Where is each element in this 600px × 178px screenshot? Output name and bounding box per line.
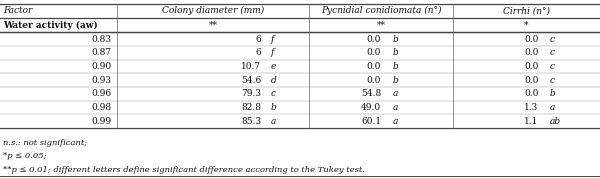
Text: **: **: [209, 20, 218, 30]
Text: 0.0: 0.0: [367, 76, 381, 85]
Text: e: e: [271, 62, 276, 71]
Text: b: b: [392, 62, 398, 71]
Text: 0.0: 0.0: [367, 48, 381, 57]
Text: 1.1: 1.1: [524, 117, 538, 126]
Text: *p ≤ 0.05;: *p ≤ 0.05;: [3, 152, 47, 160]
Text: c: c: [550, 76, 555, 85]
Text: 6: 6: [255, 35, 261, 44]
Text: c: c: [550, 62, 555, 71]
Text: c: c: [550, 35, 555, 44]
Text: **: **: [377, 20, 386, 30]
Text: Colony diameter (mm): Colony diameter (mm): [162, 6, 264, 15]
Text: 0.0: 0.0: [367, 62, 381, 71]
Text: a: a: [392, 103, 398, 112]
Text: Factor: Factor: [3, 6, 32, 15]
Text: 0.93: 0.93: [91, 76, 111, 85]
Text: f: f: [271, 35, 274, 44]
Text: n.s.: not significant;: n.s.: not significant;: [3, 139, 87, 147]
Text: 54.6: 54.6: [241, 76, 261, 85]
Text: 0.96: 0.96: [91, 89, 111, 98]
Text: a: a: [271, 117, 276, 126]
Text: a: a: [392, 117, 398, 126]
Text: b: b: [271, 103, 277, 112]
Text: 0.99: 0.99: [91, 117, 111, 126]
Text: Pycnidial conidiomata (n°): Pycnidial conidiomata (n°): [321, 6, 441, 15]
Text: a: a: [392, 89, 398, 98]
Text: 0.0: 0.0: [524, 76, 538, 85]
Text: 1.3: 1.3: [524, 103, 538, 112]
Text: c: c: [271, 89, 275, 98]
Text: 0.87: 0.87: [91, 48, 111, 57]
Text: b: b: [392, 76, 398, 85]
Text: 6: 6: [255, 48, 261, 57]
Text: 0.90: 0.90: [91, 62, 111, 71]
Text: 0.0: 0.0: [524, 48, 538, 57]
Text: 0.0: 0.0: [524, 35, 538, 44]
Text: Water activity (aᴡ): Water activity (aᴡ): [3, 20, 98, 30]
Text: c: c: [550, 48, 555, 57]
Text: 82.8: 82.8: [241, 103, 261, 112]
Text: 0.0: 0.0: [367, 35, 381, 44]
Text: 0.83: 0.83: [91, 35, 111, 44]
Text: 85.3: 85.3: [241, 117, 261, 126]
Text: b: b: [392, 48, 398, 57]
Text: ab: ab: [550, 117, 561, 126]
Text: 60.1: 60.1: [361, 117, 381, 126]
Text: 49.0: 49.0: [361, 103, 381, 112]
Text: 10.7: 10.7: [241, 62, 261, 71]
Text: a: a: [550, 103, 556, 112]
Text: 0.0: 0.0: [524, 62, 538, 71]
Text: b: b: [550, 89, 556, 98]
Text: 0.98: 0.98: [91, 103, 111, 112]
Text: *: *: [524, 20, 529, 30]
Text: f: f: [271, 48, 274, 57]
Text: Cirrhi (n°): Cirrhi (n°): [503, 6, 550, 15]
Text: 54.8: 54.8: [361, 89, 381, 98]
Text: **p ≤ 0.01; different letters define significant difference according to the Tuk: **p ≤ 0.01; different letters define sig…: [3, 166, 365, 174]
Text: 79.3: 79.3: [241, 89, 261, 98]
Text: 0.0: 0.0: [524, 89, 538, 98]
Text: d: d: [271, 76, 277, 85]
Text: b: b: [392, 35, 398, 44]
